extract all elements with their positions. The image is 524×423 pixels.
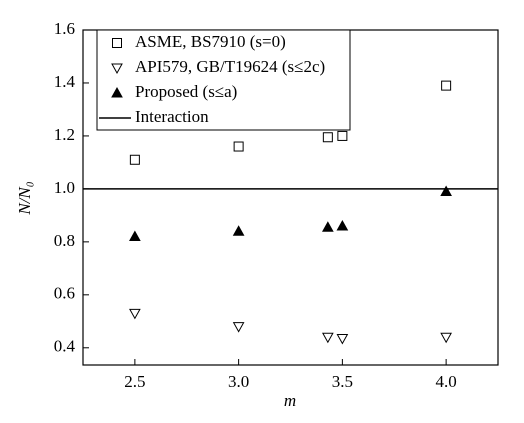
triangle-marker — [129, 308, 141, 320]
triangle-marker — [336, 334, 349, 345]
triangle-marker — [232, 225, 245, 236]
y-tick-label: 1.0 — [54, 178, 75, 197]
x-tick-label: 2.5 — [124, 372, 145, 391]
y-tick-label: 0.4 — [54, 337, 76, 356]
triangle-marker — [322, 221, 334, 232]
triangle-marker — [440, 332, 452, 344]
triangle-marker — [232, 322, 245, 333]
x-tick-label: 3.0 — [228, 372, 249, 391]
triangle-marker — [129, 230, 141, 242]
y-tick-label: 1.2 — [54, 125, 75, 144]
triangle-marker — [111, 86, 123, 98]
y-tick-label: 1.6 — [54, 19, 75, 38]
x-axis-label: m — [284, 391, 296, 410]
triangle-marker — [322, 332, 334, 344]
legend-label: Interaction — [135, 107, 209, 126]
square-marker — [129, 154, 140, 165]
triangle-marker — [336, 219, 349, 231]
legend-label: Proposed (s≤a) — [135, 82, 237, 101]
triangle-marker — [440, 185, 452, 197]
legend-label: ASME, BS7910 (s=0) — [135, 32, 286, 51]
legend-box — [96, 29, 351, 131]
triangle-marker — [111, 63, 123, 75]
x-tick-label: 3.5 — [332, 372, 353, 391]
square-marker — [337, 130, 348, 141]
square-marker — [112, 38, 122, 48]
y-axis-label: N/N₀ — [15, 181, 34, 215]
x-tick-label: 4.0 — [436, 372, 457, 391]
legend-label: API579, GB/T19624 (s≤2c) — [135, 57, 325, 76]
square-marker — [322, 132, 333, 143]
y-tick-label: 0.8 — [54, 231, 75, 250]
square-marker — [441, 80, 452, 91]
y-tick-label: 0.6 — [54, 284, 75, 303]
square-marker — [233, 141, 244, 152]
y-tick-label: 1.4 — [54, 72, 76, 91]
